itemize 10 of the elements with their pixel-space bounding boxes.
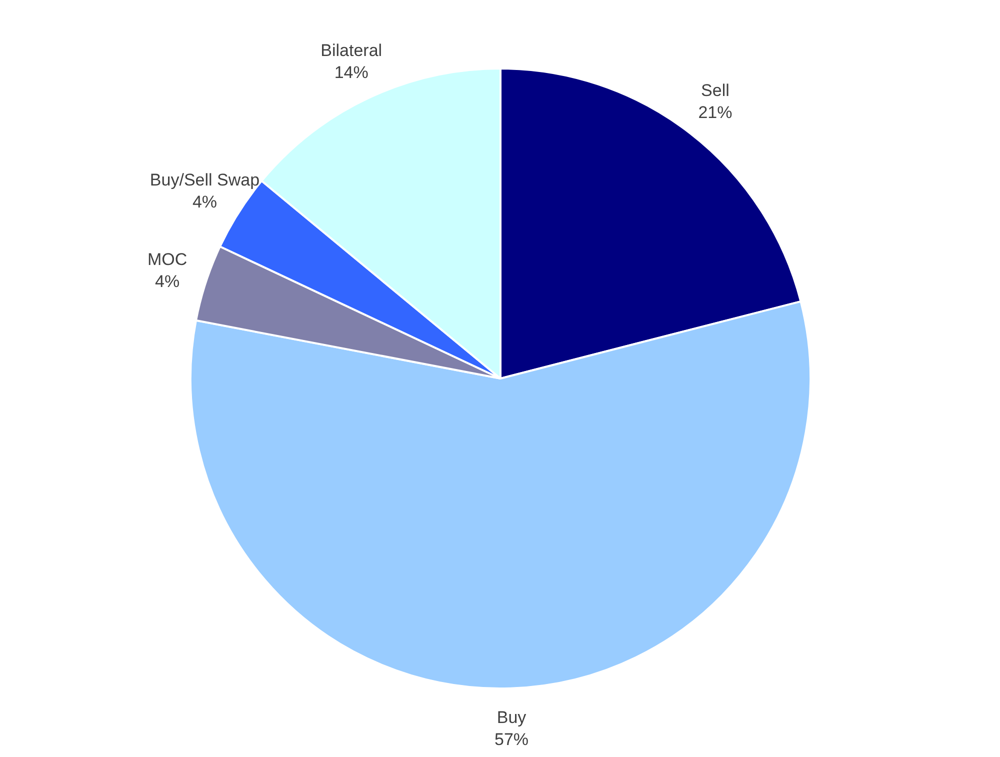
data-label: 57% xyxy=(494,730,529,750)
slice-label: Buy xyxy=(496,708,527,728)
data-label: 14% xyxy=(334,63,368,82)
slice-label: Bilateral xyxy=(320,41,382,60)
data-label: 4% xyxy=(155,272,180,291)
slice-label: MOC xyxy=(148,250,188,269)
data-label: 21% xyxy=(698,103,732,122)
data-label: 4% xyxy=(192,192,218,212)
slice-label: Buy/Sell Swap xyxy=(150,170,260,190)
slice-label: Sell xyxy=(701,81,730,100)
